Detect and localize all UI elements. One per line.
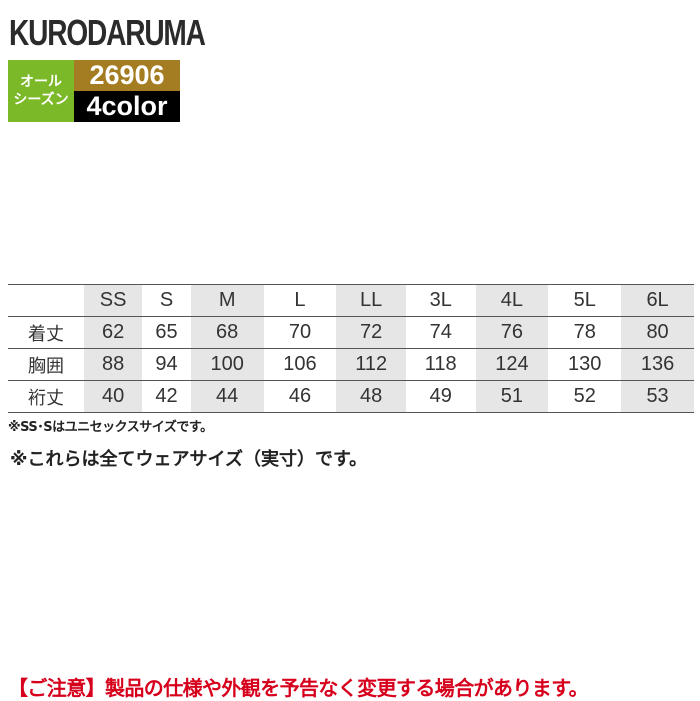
size-header: L <box>263 284 337 317</box>
size-header: LL <box>336 284 406 317</box>
size-header: 5L <box>548 284 622 317</box>
header-row: SS S M L LL 3L 4L 5L 6L <box>8 284 694 317</box>
size-table: SS S M L LL 3L 4L 5L 6L 着丈 62 65 68 70 72 74 76 78 80 胸囲 88 9… <box>8 284 694 413</box>
table-cell: 112 <box>336 348 406 381</box>
size-header: 6L <box>621 284 694 317</box>
table-cell: 46 <box>263 380 337 413</box>
row-label: 裄丈 <box>8 380 84 413</box>
table-cell: 72 <box>336 316 406 349</box>
table-cell: 49 <box>405 380 476 413</box>
table-cell: 44 <box>190 380 264 413</box>
table-cell: 40 <box>84 380 143 413</box>
table-cell: 65 <box>142 316 191 349</box>
season-line2: シーズン <box>13 92 69 108</box>
table-row: 着丈 62 65 68 70 72 74 76 78 80 <box>8 316 694 349</box>
table-cell: 53 <box>621 380 694 413</box>
table-cell: 94 <box>142 348 191 381</box>
table-cell: 74 <box>405 316 476 349</box>
warning-notice: 【ご注意】製品の仕様や外観を予告なく変更する場合があります。 <box>8 676 589 700</box>
actual-size-note: ※これらは全てウェアサイズ（実寸）です。 <box>10 449 368 470</box>
season-badge: オール シーズン <box>8 60 74 122</box>
row-label: 胸囲 <box>8 348 84 381</box>
size-header: M <box>190 284 264 317</box>
unisex-note: ※SS･Sはユニセックスサイズです。 <box>8 420 213 435</box>
table-cell: 100 <box>190 348 264 381</box>
corner-cell <box>8 284 84 317</box>
table-cell: 68 <box>190 316 264 349</box>
season-line1: オール <box>20 74 62 90</box>
table-cell: 78 <box>548 316 622 349</box>
table-cell: 48 <box>336 380 406 413</box>
table-cell: 70 <box>263 316 337 349</box>
table-cell: 130 <box>548 348 622 381</box>
row-label: 着丈 <box>8 316 84 349</box>
color-count: 4color <box>74 91 180 122</box>
table-cell: 51 <box>475 380 549 413</box>
table-cell: 136 <box>621 348 694 381</box>
table-cell: 52 <box>548 380 622 413</box>
brand-logo: KURODARUMA <box>9 12 206 53</box>
table-cell: 42 <box>142 380 191 413</box>
product-badge: オール シーズン 26906 4color <box>8 60 180 122</box>
table-cell: 124 <box>475 348 549 381</box>
size-header: 3L <box>405 284 476 317</box>
table-row: 胸囲 88 94 100 106 112 118 124 130 136 <box>8 348 694 381</box>
table-cell: 118 <box>405 348 476 381</box>
table-cell: 62 <box>84 316 143 349</box>
table-cell: 80 <box>621 316 694 349</box>
table-cell: 88 <box>84 348 143 381</box>
product-code: 26906 <box>74 60 180 91</box>
table-cell: 106 <box>263 348 337 381</box>
table-cell: 76 <box>475 316 549 349</box>
table-row: 裄丈 40 42 44 46 48 49 51 52 53 <box>8 380 694 413</box>
size-header: S <box>142 284 191 317</box>
size-header: SS <box>84 284 143 317</box>
size-header: 4L <box>475 284 549 317</box>
